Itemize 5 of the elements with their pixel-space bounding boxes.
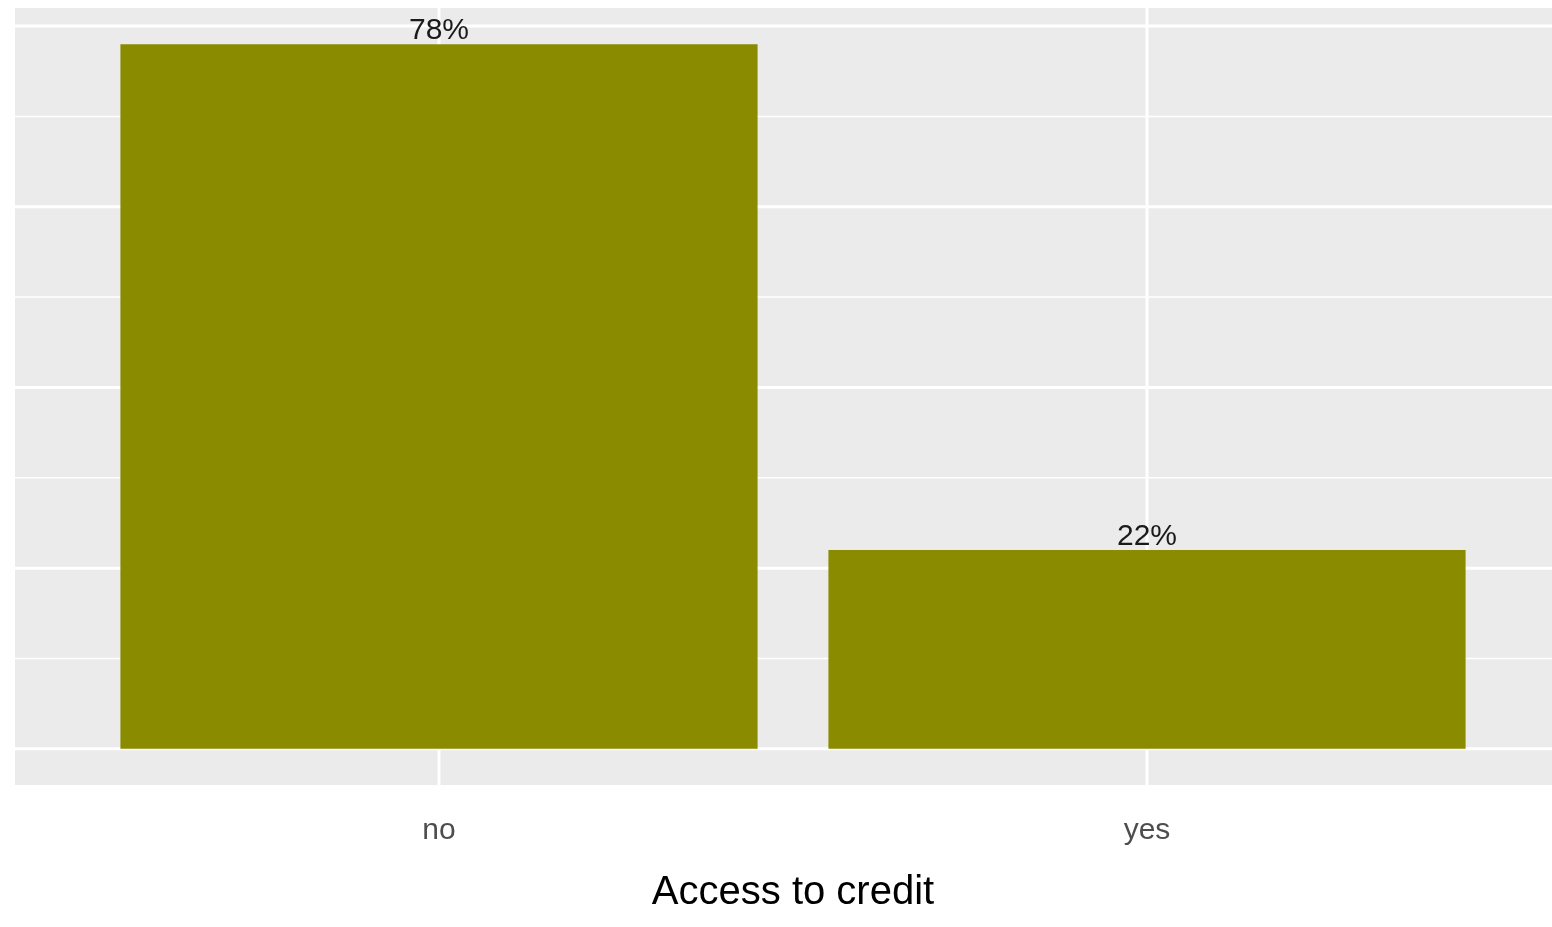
- data-label: 78%: [408, 12, 470, 46]
- x-tick-label: yes: [1123, 812, 1171, 846]
- data-label: 22%: [1116, 518, 1178, 552]
- x-tick-label: no: [422, 812, 456, 846]
- x-axis-title: Access to credit: [651, 868, 935, 913]
